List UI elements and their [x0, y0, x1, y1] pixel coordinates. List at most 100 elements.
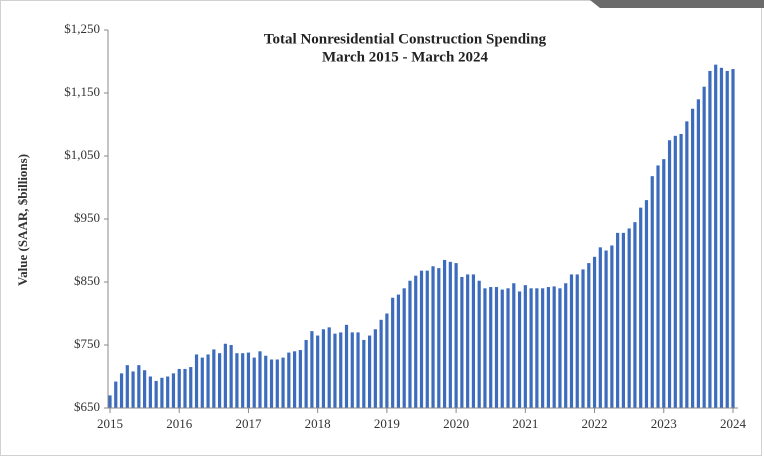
bar [206, 354, 210, 408]
bar [160, 377, 164, 408]
bar [523, 285, 527, 408]
bar [131, 371, 135, 408]
y-tick-label: $1,150 [64, 84, 100, 99]
bar [200, 357, 204, 408]
bar [148, 376, 152, 408]
bar [114, 381, 118, 408]
bar [431, 266, 435, 408]
x-tick-label: 2015 [97, 416, 123, 431]
bar [333, 333, 337, 408]
bar [304, 339, 308, 408]
bar [310, 331, 314, 408]
bar [166, 376, 170, 408]
x-tick-label: 2020 [443, 416, 469, 431]
bar [489, 287, 493, 408]
bar [339, 332, 343, 408]
bar [223, 343, 227, 408]
bar [419, 270, 424, 408]
bar [298, 350, 302, 408]
bar [183, 368, 187, 408]
x-tick-label: 2016 [166, 416, 193, 431]
bar [610, 245, 614, 408]
bar [281, 357, 285, 408]
y-tick-label: $950 [74, 210, 100, 225]
bar [477, 280, 481, 408]
bar [460, 276, 464, 408]
bar [679, 133, 683, 408]
bar [483, 288, 487, 408]
x-tick-label: 2021 [512, 416, 538, 431]
bar [229, 345, 233, 408]
bar [252, 357, 256, 408]
bar [592, 256, 597, 408]
bar [466, 274, 470, 408]
bar [235, 353, 239, 408]
bar [725, 70, 729, 408]
bar [581, 269, 585, 408]
bar [541, 288, 545, 408]
bar [269, 359, 274, 408]
bar [350, 332, 354, 408]
bar [391, 297, 395, 408]
bar [448, 261, 452, 408]
bar [171, 373, 176, 408]
bar [731, 69, 735, 408]
bar [379, 319, 383, 408]
x-tick-label: 2022 [582, 416, 608, 431]
bar [402, 288, 406, 408]
bar [194, 354, 199, 408]
bar [633, 222, 637, 408]
bar [385, 313, 389, 408]
y-tick-label: $650 [74, 399, 100, 414]
bar [656, 165, 660, 408]
bar [241, 353, 245, 408]
bar [639, 207, 643, 408]
bar [258, 351, 262, 408]
bar [517, 291, 522, 408]
bar [587, 263, 591, 408]
bar [425, 270, 429, 408]
y-tick-label: $1,250 [64, 21, 100, 36]
x-tick-label: 2023 [651, 416, 677, 431]
x-tick-label: 2019 [374, 416, 400, 431]
y-tick-label: $1,050 [64, 147, 100, 162]
bar [598, 247, 602, 408]
bar [616, 232, 620, 408]
bar [471, 274, 476, 408]
bar [119, 373, 124, 408]
y-axis-label: Value (SAAR, $billions) [15, 154, 30, 286]
bar [125, 365, 129, 408]
bar [218, 353, 222, 408]
y-tick-label: $750 [74, 336, 100, 351]
y-tick-label: $850 [74, 273, 100, 288]
x-tick-label: 2017 [235, 416, 262, 431]
bar [494, 287, 499, 408]
bar [189, 367, 193, 408]
bar [275, 359, 279, 408]
bar [292, 351, 297, 408]
bar [414, 275, 418, 408]
x-tick-label: 2024 [720, 416, 747, 431]
bar [373, 329, 377, 408]
bar [356, 332, 360, 408]
bar [667, 140, 672, 408]
bar [177, 368, 181, 408]
bar [367, 335, 372, 408]
bar [569, 274, 574, 408]
chart-title: Total Nonresidential Construction Spendi… [264, 31, 547, 47]
bar [621, 232, 625, 408]
bar [691, 108, 695, 408]
bar [558, 288, 562, 408]
bar [264, 355, 268, 408]
bar [644, 200, 649, 408]
bar [246, 352, 251, 408]
bar [437, 268, 441, 408]
bar [137, 365, 141, 408]
bar [708, 70, 712, 408]
bar [512, 283, 516, 408]
bar [154, 380, 158, 408]
bar [546, 287, 551, 408]
bar [442, 259, 447, 408]
bar [108, 395, 112, 408]
